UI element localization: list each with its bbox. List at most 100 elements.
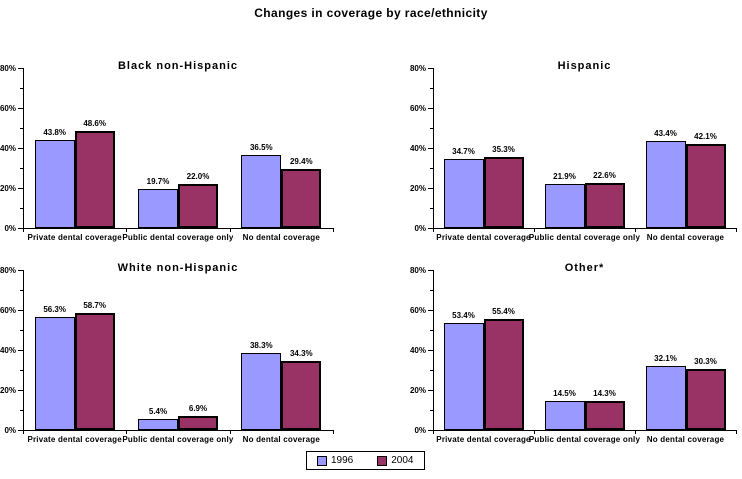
y-axis-minor-tick <box>430 370 433 371</box>
bar-2004 <box>483 157 524 228</box>
legend-swatch-1996-icon <box>317 455 327 466</box>
x-axis-category-tick <box>126 228 127 232</box>
chart-panel-other: Other* 0% 20% 40% 60% 80% Private dental cover… <box>371 254 742 454</box>
y-axis-tick-label: 60% <box>0 306 16 315</box>
bar-data-label: 6.9% <box>188 404 208 413</box>
y-axis-major-tick <box>18 390 23 391</box>
y-axis-major-tick <box>428 390 433 391</box>
y-axis-minor-tick <box>20 128 23 129</box>
chart-title: Other* <box>564 262 605 274</box>
y-axis-tick-label: 40% <box>0 144 16 153</box>
y-axis-tick-label: 80% <box>409 266 426 275</box>
bar-data-label: 43.8% <box>43 128 66 137</box>
x-axis-category-tick <box>23 430 24 434</box>
y-axis-major-tick <box>428 228 433 229</box>
legend: 1996 2004 <box>306 451 425 470</box>
y-axis-major-tick <box>18 430 23 431</box>
y-axis-tick-label: 60% <box>0 104 16 113</box>
bar-data-label: 34.7% <box>452 147 475 156</box>
y-axis-tick-label: 40% <box>409 144 426 153</box>
y-axis-minor-tick <box>20 370 23 371</box>
x-axis-category-tick <box>230 430 231 434</box>
y-axis-minor-tick <box>20 410 23 411</box>
chart-panel-white-non-hispanic: White non-Hispanic 0% 20% 40% 60% 80% Private … <box>0 254 371 454</box>
x-axis-category-label: Public dental coverage only <box>122 435 234 444</box>
x-axis-line <box>433 228 737 229</box>
bar-data-label: 14.3% <box>593 389 616 398</box>
y-axis-line <box>23 270 24 430</box>
bar-data-label: 5.4% <box>148 407 168 416</box>
x-axis-category-label: Private dental coverage <box>27 435 122 444</box>
x-axis-category-tick <box>433 430 434 434</box>
y-axis-major-tick <box>18 350 23 351</box>
y-axis-line <box>433 68 434 228</box>
bar-data-label: 30.3% <box>694 357 717 366</box>
x-axis-line <box>433 430 737 431</box>
bar-2004 <box>685 144 726 228</box>
y-axis-major-tick <box>18 310 23 311</box>
y-axis-tick-label: 80% <box>0 64 16 73</box>
y-axis-major-tick <box>428 350 433 351</box>
x-axis-line <box>23 228 334 229</box>
y-axis-line <box>433 270 434 430</box>
bar-1996 <box>241 353 282 430</box>
x-axis-category-tick <box>635 430 636 434</box>
bar-1996 <box>443 323 484 430</box>
y-axis-major-tick <box>18 270 23 271</box>
y-axis-major-tick <box>18 108 23 109</box>
legend-item-2004: 2004 <box>377 455 414 466</box>
y-axis-major-tick <box>428 310 433 311</box>
y-axis-minor-tick <box>430 88 433 89</box>
chart-title: White non-Hispanic <box>117 262 239 274</box>
bar-2004 <box>178 184 218 228</box>
bar-data-label: 42.1% <box>694 132 717 141</box>
bar-data-label: 38.3% <box>249 341 273 350</box>
y-axis-tick-label: 0% <box>4 426 16 435</box>
bar-data-label: 34.3% <box>289 349 313 358</box>
x-axis-category-tick <box>126 430 127 434</box>
x-axis-category-label: No dental coverage <box>242 435 321 444</box>
legend-label-1996: 1996 <box>331 455 354 466</box>
x-axis-category-tick <box>736 430 737 434</box>
bar-data-label: 21.9% <box>553 172 576 181</box>
y-axis-minor-tick <box>20 208 23 209</box>
y-axis-tick-label: 80% <box>0 266 16 275</box>
bar-data-label: 43.4% <box>654 129 677 138</box>
bar-1996 <box>544 184 585 228</box>
x-axis-category-tick <box>23 228 24 232</box>
bar-1996 <box>443 159 484 228</box>
y-axis-tick-label: 80% <box>409 64 426 73</box>
y-axis-minor-tick <box>430 208 433 209</box>
x-axis-category-label: No dental coverage <box>646 435 725 444</box>
bar-1996 <box>645 366 686 430</box>
x-axis-category-tick <box>534 430 535 434</box>
bar-1996 <box>138 419 178 430</box>
bar-1996 <box>34 317 75 430</box>
x-axis-category-tick <box>433 228 434 232</box>
y-axis-minor-tick <box>430 330 433 331</box>
bar-1996 <box>645 141 686 228</box>
bar-2004 <box>584 401 625 430</box>
y-axis-major-tick <box>18 188 23 189</box>
bar-data-label: 14.5% <box>553 389 576 398</box>
bar-data-label: 29.4% <box>289 157 313 166</box>
bar-2004 <box>584 183 625 228</box>
y-axis-major-tick <box>428 270 433 271</box>
x-axis-category-tick <box>635 228 636 232</box>
bar-data-label: 32.1% <box>654 354 677 363</box>
y-axis-minor-tick <box>430 290 433 291</box>
y-axis-tick-label: 40% <box>409 346 426 355</box>
bar-2004 <box>483 319 524 430</box>
bar-data-label: 55.4% <box>492 307 515 316</box>
y-axis-tick-label: 0% <box>4 224 16 233</box>
x-axis-line <box>23 430 334 431</box>
y-axis-major-tick <box>428 148 433 149</box>
x-axis-category-tick <box>333 430 334 434</box>
chart-title: Hispanic <box>557 60 612 72</box>
chart-panel-hispanic: Hispanic 0% 20% 40% 60% 80% Private dental cov… <box>371 52 742 252</box>
y-axis-major-tick <box>428 68 433 69</box>
bar-2004 <box>685 369 726 430</box>
bar-1996 <box>138 189 178 228</box>
x-axis-category-label: Private dental coverage <box>436 233 531 242</box>
